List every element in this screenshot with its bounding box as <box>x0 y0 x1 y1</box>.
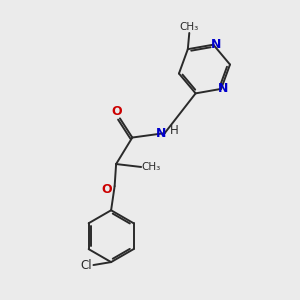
Text: N: N <box>211 38 221 51</box>
Text: CH₃: CH₃ <box>142 162 161 172</box>
Text: N: N <box>156 127 166 140</box>
Text: H: H <box>170 124 178 137</box>
Text: CH₃: CH₃ <box>180 22 199 32</box>
Text: O: O <box>101 183 112 196</box>
Text: N: N <box>218 82 229 95</box>
Text: O: O <box>112 105 122 119</box>
Text: Cl: Cl <box>80 259 92 272</box>
